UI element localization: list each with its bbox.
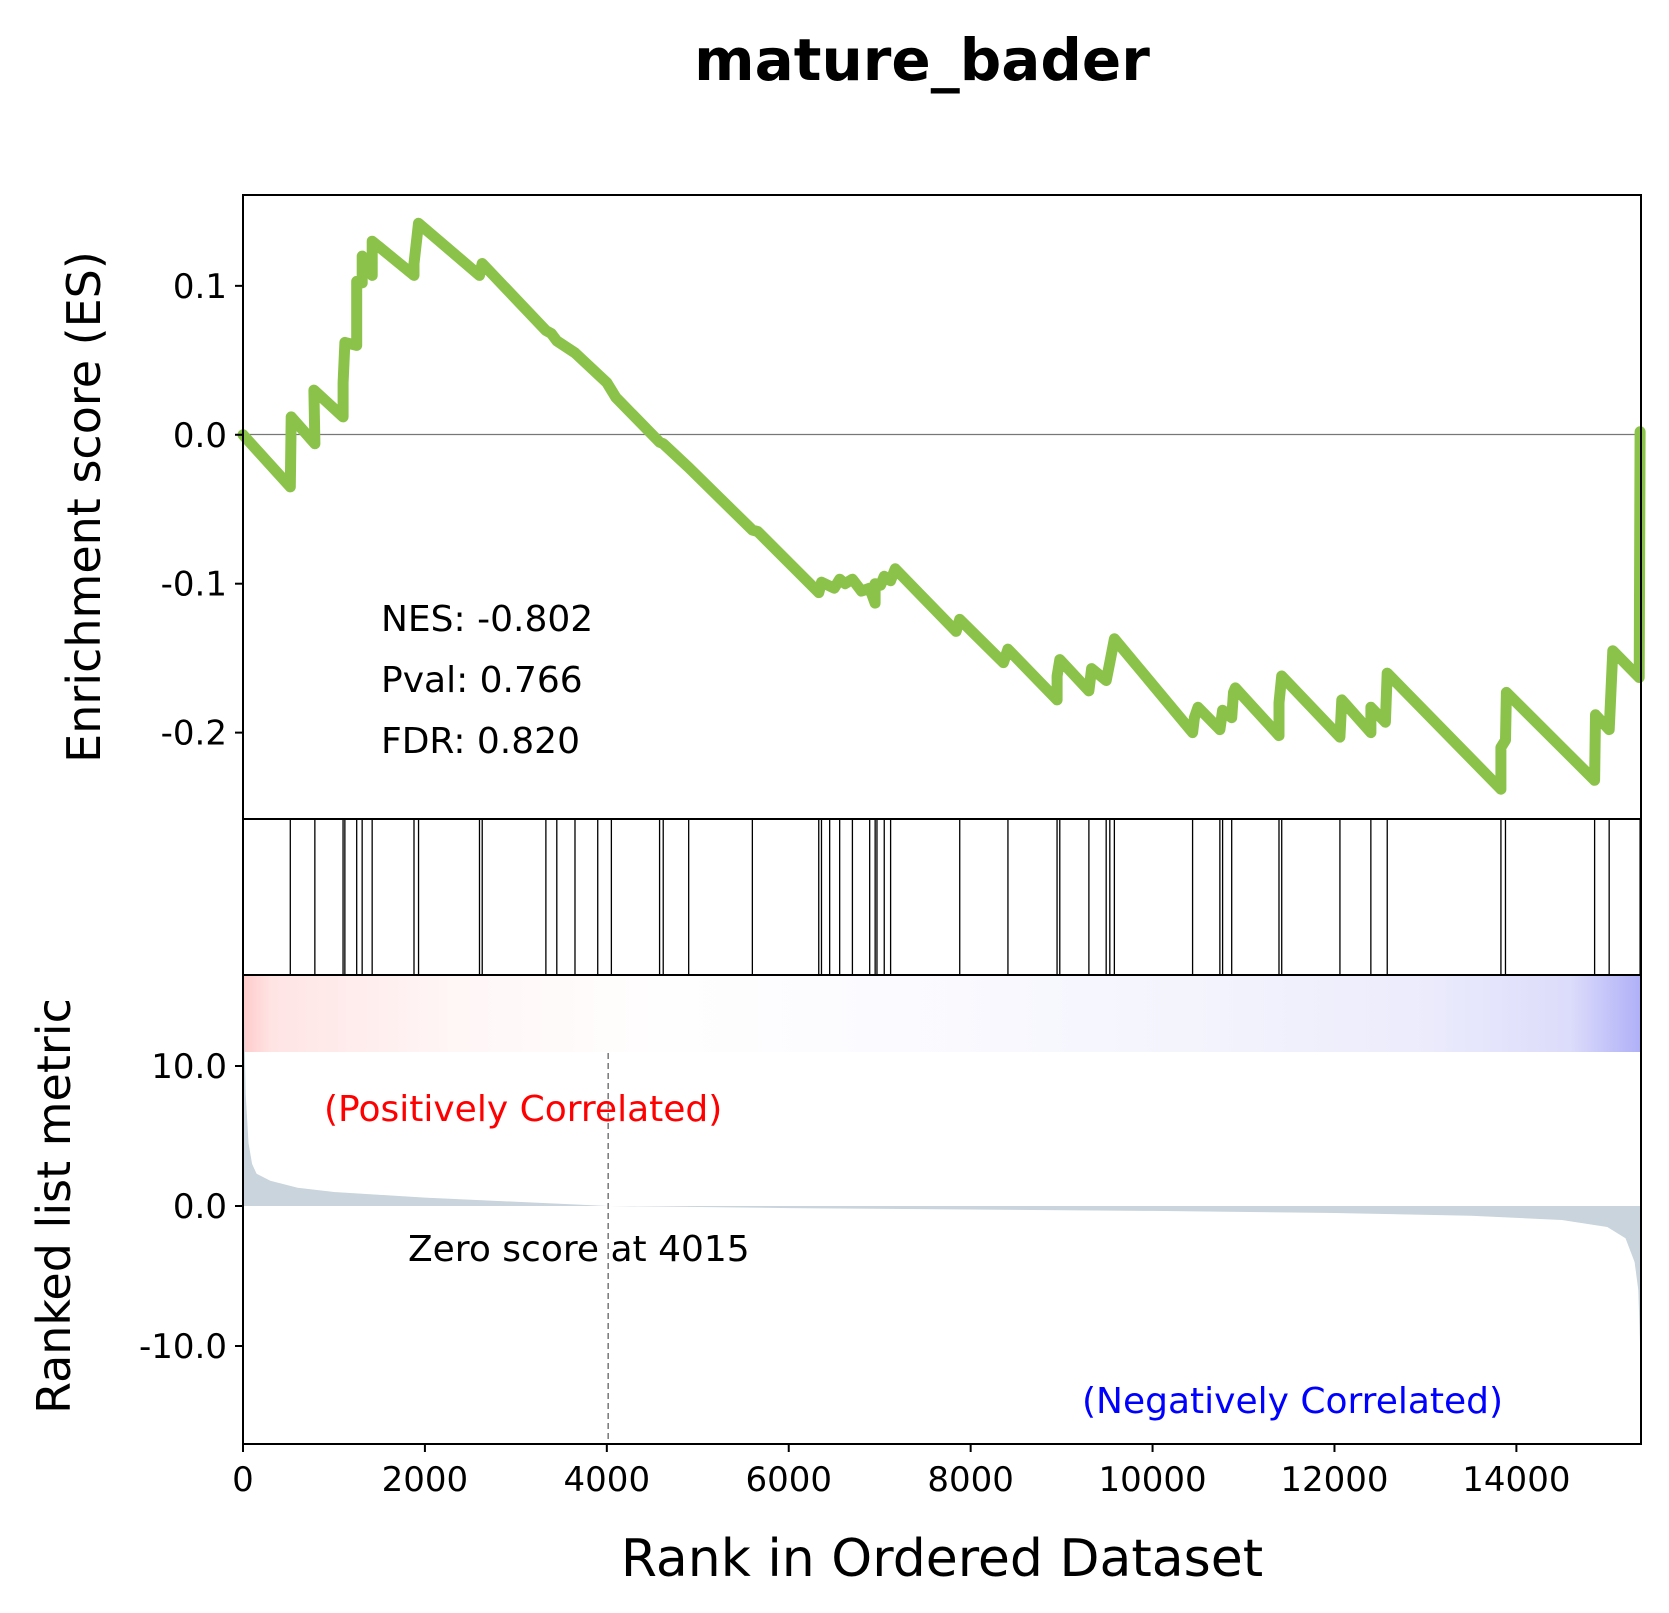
- x-axis-ticks: 0 2000 4000 6000 8000 10000 12000 14000: [232, 1444, 1570, 1500]
- x-tick-label: 0: [232, 1460, 254, 1500]
- es-curve: [237, 217, 1646, 795]
- x-tick-label: 10000: [1098, 1460, 1206, 1500]
- chart-title: mature_bader: [694, 26, 1150, 94]
- x-tick-label: 4000: [564, 1460, 651, 1500]
- es-y-tick-label: 0.0: [173, 416, 227, 456]
- pval-label: Pval: 0.766: [381, 660, 583, 701]
- ranked-metric-area: [243, 996, 1641, 1416]
- enrichment-score-panel: 0.1 0.0 -0.1 -0.2 Enrichment score (ES) NES…: [57, 194, 1646, 820]
- hits-panel-frame: [242, 818, 1642, 976]
- rank-y-tick-label: 10.0: [151, 1047, 227, 1087]
- x-axis-label: Rank in Ordered Dataset: [621, 1529, 1263, 1589]
- rank-panel-frame: [242, 974, 1642, 1445]
- ranked-metric-panel: (Positively Correlated) (Negatively Corr…: [27, 974, 1642, 1445]
- rank-y-tick-label: -10.0: [139, 1327, 227, 1367]
- gene-hits-panel: [242, 818, 1642, 976]
- zero-score-label: Zero score at 4015: [408, 1229, 750, 1270]
- nes-label: NES: -0.802: [381, 599, 593, 640]
- hit-lines-group: [289, 820, 1641, 974]
- rank-y-axis-label: Ranked list metric: [27, 998, 81, 1414]
- x-tick-label: 12000: [1280, 1460, 1388, 1500]
- es-y-tick-label: -0.1: [161, 565, 227, 605]
- es-curve-group: [237, 217, 1646, 795]
- rank-y-tick-label: 0.0: [173, 1187, 227, 1227]
- x-tick-label: 8000: [927, 1460, 1014, 1500]
- x-tick-label: 2000: [382, 1460, 469, 1500]
- rank-y-ticks: 10.0 0.0 -10.0: [139, 1047, 243, 1367]
- negative-correlated-label: (Negatively Correlated): [1082, 1381, 1503, 1422]
- x-tick-label: 6000: [745, 1460, 832, 1500]
- es-y-axis-label: Enrichment score (ES): [57, 251, 111, 763]
- x-tick-label: 14000: [1462, 1460, 1570, 1500]
- es-y-ticks: 0.1 0.0 -0.1 -0.2: [161, 267, 243, 754]
- es-y-tick-label: -0.2: [161, 714, 227, 754]
- es-y-tick-label: 0.1: [173, 267, 227, 307]
- positive-correlated-label: (Positively Correlated): [324, 1089, 722, 1130]
- fdr-label: FDR: 0.820: [381, 721, 580, 762]
- correlation-heatmap: [244, 976, 1640, 1052]
